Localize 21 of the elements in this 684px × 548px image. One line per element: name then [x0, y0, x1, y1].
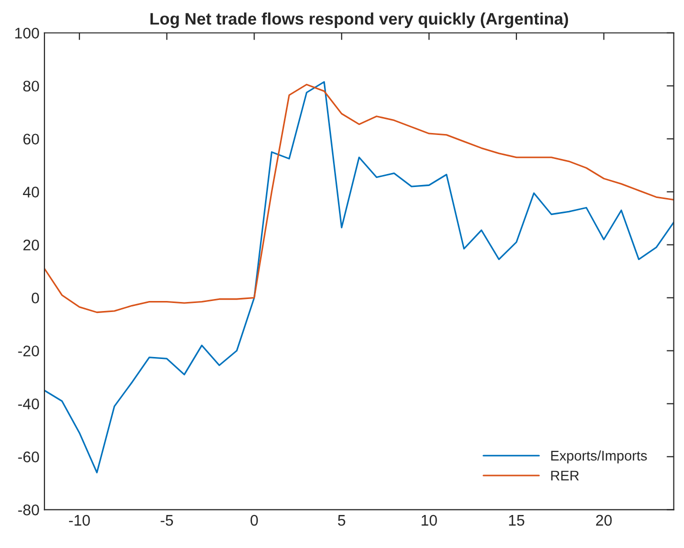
- x-tick-label: 10: [422, 514, 437, 526]
- y-tick-label: -60: [18, 452, 40, 462]
- y-tick-label: 60: [23, 134, 40, 145]
- chart-title: Log Net trade flows respond very quickly (Argentina): [150, 12, 568, 28]
- x-tick-label: 15: [509, 515, 524, 526]
- legend-label: RER: [551, 470, 579, 480]
- y-tick-label: 80: [23, 80, 40, 92]
- y-tick-label: -40: [18, 398, 40, 410]
- x-tick-label: 20: [596, 514, 612, 526]
- legend-label: Exports/Imports: [551, 450, 647, 464]
- y-tick-label: 20: [23, 240, 40, 250]
- y-tick-label: 40: [22, 186, 40, 198]
- y-tick-label: 0: [32, 292, 39, 304]
- y-tick-label: -80: [18, 504, 40, 516]
- x-tick-label: -10: [69, 514, 90, 526]
- x-tick-label: -5: [160, 515, 173, 526]
- y-tick-label: -20: [18, 346, 40, 356]
- x-tick-label: 0: [250, 514, 258, 526]
- y-tick-label: 100: [15, 28, 40, 39]
- line-series: [44, 84, 674, 314]
- x-tick-label: 5: [338, 515, 346, 526]
